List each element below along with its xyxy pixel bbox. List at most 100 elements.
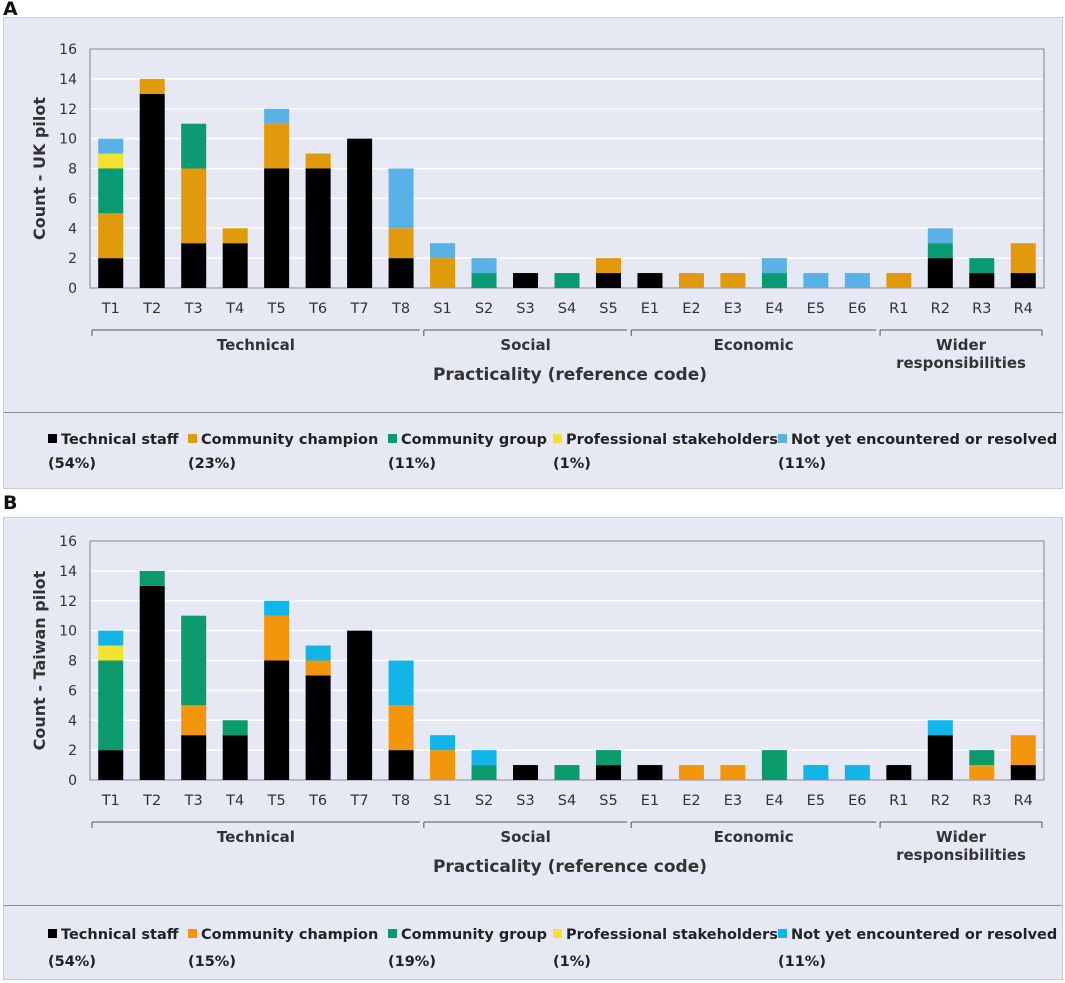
legend-item: Professional stakeholders bbox=[553, 432, 778, 448]
x-tick-label: E5 bbox=[807, 793, 825, 809]
bar-segment-t8 bbox=[388, 660, 414, 706]
bar-segment-s1 bbox=[430, 258, 456, 288]
bar-segment-t1 bbox=[98, 153, 124, 169]
bar-segment-r3 bbox=[969, 765, 995, 780]
bar-segment-t3 bbox=[181, 615, 207, 706]
bar-segment-s1 bbox=[430, 750, 456, 780]
bar-segment-t8 bbox=[388, 705, 414, 751]
x-tick-label: S4 bbox=[558, 793, 576, 809]
bar-segment-s5 bbox=[595, 750, 621, 766]
panel-label-b: B bbox=[3, 492, 18, 514]
x-tick-label: E1 bbox=[641, 793, 659, 809]
bar-segment-r2 bbox=[927, 258, 953, 288]
legend-item: Technical staff bbox=[48, 927, 179, 943]
bar-segment-t4 bbox=[222, 735, 248, 780]
bar-segment-s3 bbox=[513, 765, 539, 780]
legend-swatch bbox=[48, 929, 57, 938]
bar-segment-t8 bbox=[388, 168, 414, 229]
y-tick-label: 14 bbox=[59, 564, 77, 580]
bar-segment-t6 bbox=[305, 675, 331, 780]
bar-segment-t1 bbox=[98, 630, 124, 646]
bar-segment-s3 bbox=[513, 273, 539, 288]
bar-segment-s2 bbox=[471, 765, 497, 780]
bar-segment-r1 bbox=[886, 765, 912, 780]
uk-pilot-chart: 0 2 4 6 8 10 12 14 16 T1 T2 T3 T4 T5 T6 T7 T8 S1 S2 S3 S4 S5 E… bbox=[30, 42, 1045, 385]
bar-segment-t2 bbox=[139, 585, 165, 780]
x-tick-label: E2 bbox=[682, 793, 700, 809]
x-tick-label: T3 bbox=[184, 793, 203, 809]
x-tick-label: T2 bbox=[142, 793, 161, 809]
bar-segment-e5 bbox=[803, 273, 829, 288]
y-tick-label: 0 bbox=[68, 773, 77, 789]
bar-segment-e1 bbox=[637, 273, 663, 288]
x-tick-label: E6 bbox=[848, 793, 866, 809]
x-tick-label: R4 bbox=[1014, 301, 1033, 317]
bar-segment-s5 bbox=[595, 765, 621, 780]
x-tick-label: E4 bbox=[765, 301, 783, 317]
legend-percent: (11%) bbox=[388, 456, 436, 472]
bar-segment-r3 bbox=[969, 273, 995, 288]
bar-segment-r1 bbox=[886, 273, 912, 288]
bar-segment-t8 bbox=[388, 258, 414, 288]
legend-item: Technical staff bbox=[48, 432, 179, 448]
legend-percent: (54%) bbox=[48, 954, 96, 970]
bar-segment-r4 bbox=[1010, 735, 1036, 766]
bar-segment-r3 bbox=[969, 750, 995, 766]
bar-segment-t6 bbox=[305, 660, 331, 676]
y-tick-label: 10 bbox=[59, 624, 77, 640]
bar-segment-e3 bbox=[720, 765, 746, 780]
legend-label: Technical staff bbox=[61, 927, 179, 943]
y-tick-label: 4 bbox=[68, 713, 77, 729]
group-label: Social bbox=[500, 828, 550, 846]
x-tick-label: T5 bbox=[267, 793, 286, 809]
x-tick-label: S2 bbox=[475, 793, 493, 809]
legend-percent: (1%) bbox=[553, 456, 591, 472]
x-tick-label: T4 bbox=[225, 793, 244, 809]
bar-segment-t1 bbox=[98, 645, 124, 661]
legend-item: Not yet encountered or resolved bbox=[778, 927, 1057, 943]
legend-swatch bbox=[388, 929, 397, 938]
legend-label: Professional stakeholders bbox=[566, 432, 778, 448]
group-label: Wider responsibilities bbox=[896, 828, 1026, 864]
legend-swatch bbox=[188, 434, 197, 443]
x-tick-label: T7 bbox=[350, 793, 369, 809]
legend-percent: (15%) bbox=[188, 954, 236, 970]
x-tick-label: R3 bbox=[972, 793, 991, 809]
bar-segment-t2 bbox=[139, 78, 165, 94]
x-axis-title: Practicality (reference code) bbox=[433, 365, 707, 385]
bar-segment-t5 bbox=[264, 660, 290, 780]
legend-label: Professional stakeholders bbox=[566, 927, 778, 943]
group-label: Social bbox=[500, 336, 550, 354]
x-tick-label: T3 bbox=[184, 301, 203, 317]
bar-segment-t4 bbox=[222, 243, 248, 288]
bar-segment-t8 bbox=[388, 750, 414, 780]
legend-label: Community champion bbox=[201, 927, 379, 943]
legend-item: Community group bbox=[388, 432, 547, 448]
x-tick-label: S5 bbox=[599, 793, 617, 809]
panel-label-a: A bbox=[3, 0, 18, 20]
y-tick-label: 0 bbox=[68, 281, 77, 297]
legend-label: Not yet encountered or resolved bbox=[791, 927, 1058, 943]
x-tick-label: T8 bbox=[391, 301, 410, 317]
x-tick-label: T1 bbox=[101, 793, 120, 809]
x-tick-label: E3 bbox=[724, 793, 742, 809]
x-tick-label: S3 bbox=[516, 301, 534, 317]
group-label: Technical bbox=[217, 336, 295, 354]
legend-swatch bbox=[553, 434, 562, 443]
bar-segment-t1 bbox=[98, 258, 124, 288]
y-tick-label: 12 bbox=[59, 594, 77, 610]
bar-segment-e6 bbox=[844, 765, 870, 780]
y-tick-label: 6 bbox=[68, 191, 77, 207]
taiwan-legend: Technical staff (54%) Community champion (1… bbox=[4, 518, 1062, 970]
y-axis-title: Count - Taiwan pilot bbox=[30, 570, 49, 750]
y-tick-label: 2 bbox=[68, 743, 77, 759]
x-tick-label: T1 bbox=[101, 301, 120, 317]
bar-segment-t1 bbox=[98, 660, 124, 751]
x-tick-label: R2 bbox=[931, 793, 950, 809]
legend-item: Community champion bbox=[188, 927, 378, 943]
y-axis-title: Count - UK pilot bbox=[30, 97, 49, 240]
x-tick-label: T5 bbox=[267, 301, 286, 317]
legend-divider bbox=[4, 905, 1062, 906]
y-tick-label: 16 bbox=[59, 42, 77, 58]
chart-panel-taiwan: 0 2 4 6 8 10 12 14 16 T1 T2 T3 T4 T5 T6 T7 T8 S1 S2 S3 S4 S5 E… bbox=[3, 517, 1063, 980]
